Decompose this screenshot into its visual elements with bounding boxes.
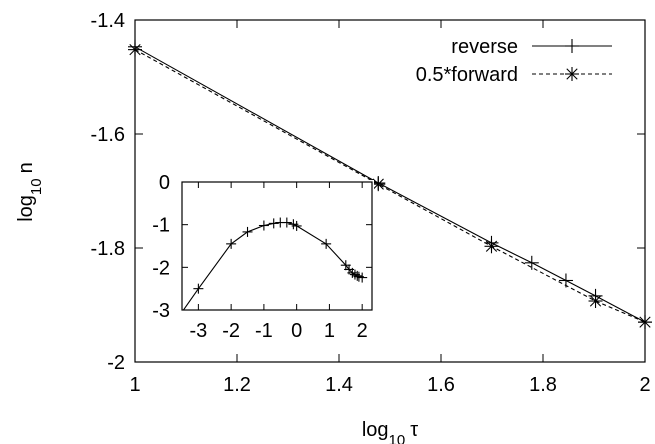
data-point-marker xyxy=(258,220,269,231)
data-point-marker xyxy=(357,272,368,283)
x-tick-label: 1.6 xyxy=(427,374,455,396)
data-point-marker xyxy=(565,67,579,81)
x-tick-label: 1 xyxy=(324,320,335,342)
y-tick-label: -1 xyxy=(152,215,170,237)
x-tick-label: -2 xyxy=(222,320,240,342)
y-tick-label: -2 xyxy=(107,352,125,374)
legend-label: reverse xyxy=(451,36,518,58)
x-tick-label: 1.2 xyxy=(223,374,251,396)
data-point-marker xyxy=(524,255,539,270)
x-tick-label: 1.8 xyxy=(529,374,557,396)
inset-axis-ticks: -3 -2 -1 0 1 2-3-2-10 xyxy=(152,172,372,342)
x-tick-label: 1 xyxy=(129,374,140,396)
inset-plot-frame xyxy=(181,181,373,311)
x-tick-label: 0 xyxy=(291,320,302,342)
data-point-marker xyxy=(565,39,579,53)
data-point-marker xyxy=(128,42,142,57)
legend: reverse 0.5*forward xyxy=(416,36,612,86)
data-point-marker xyxy=(281,217,292,228)
x-tick-label: -1 xyxy=(255,320,273,342)
x-tick-label: -3 xyxy=(189,320,207,342)
data-point-marker xyxy=(484,239,499,254)
main-plot-frame xyxy=(134,19,646,363)
legend-label: 0.5*forward xyxy=(416,64,518,86)
data-point-marker xyxy=(588,294,603,309)
x-tick-label: 2 xyxy=(639,374,650,396)
y-tick-label: -1.6 xyxy=(91,124,125,146)
y-axis-title: log10n xyxy=(15,162,45,222)
data-point-marker xyxy=(268,218,279,229)
y-tick-label: 0 xyxy=(159,172,170,194)
y-tick-label: -1.4 xyxy=(91,10,125,32)
data-point-marker xyxy=(349,269,360,280)
y-tick-label: -3 xyxy=(152,300,170,322)
data-point-marker xyxy=(226,238,237,249)
inset-background xyxy=(180,180,374,312)
y-tick-label: -1.8 xyxy=(91,238,125,260)
y-tick-label: -2 xyxy=(152,257,170,279)
x-tick-label: 2 xyxy=(357,320,368,342)
x-tick-label: 1.4 xyxy=(325,374,353,396)
data-point-marker xyxy=(242,226,253,237)
data-point-marker xyxy=(291,220,302,231)
inset-series-group xyxy=(182,217,368,310)
main-series-group xyxy=(128,39,652,330)
data-point-marker xyxy=(193,283,204,294)
data-point-marker xyxy=(638,315,652,330)
main-axis-ticks: 1 1.2 1.4 1.6 1.8 2 -2 -1.8 -1.6 -1.4 xyxy=(91,10,651,396)
data-point-marker xyxy=(321,238,332,249)
data-point-marker xyxy=(352,270,363,281)
x-axis-title: log10 τ xyxy=(362,419,418,444)
